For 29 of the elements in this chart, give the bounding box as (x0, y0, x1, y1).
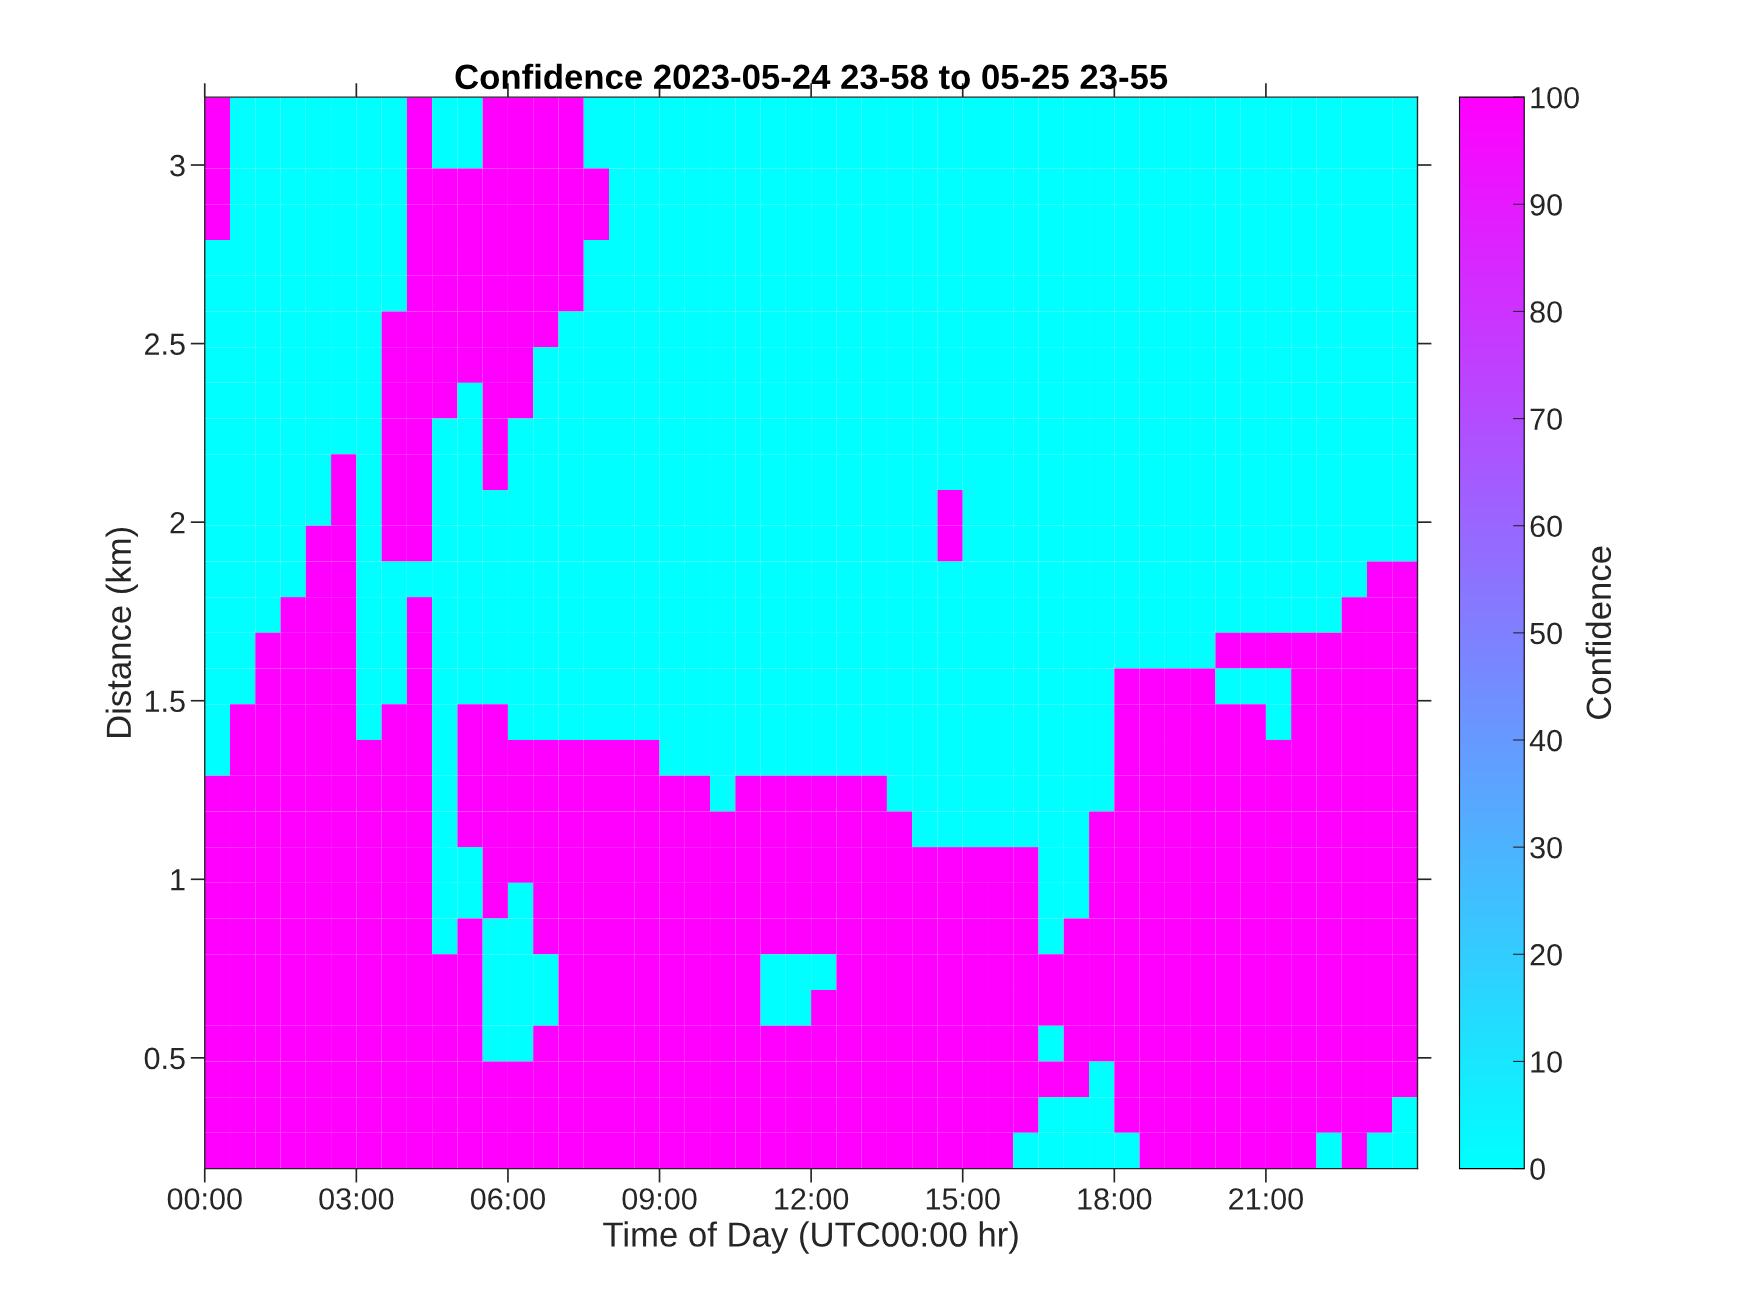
x-tick-label: 09:00 (622, 1188, 697, 1210)
x-tick-label: 00:00 (167, 1188, 242, 1210)
y-tick-label: 1 (171, 869, 185, 891)
y-tick-label: 2 (170, 511, 185, 534)
y-tick-label: 2.5 (145, 333, 185, 355)
color-bar-label: 20 (1530, 944, 1562, 966)
color-bar-label: 50 (1530, 622, 1562, 645)
chart-title: Confidence 2023-05-24 23-58 to 05-25 23-55 (455, 63, 1168, 90)
color-bar-label: 0 (1530, 1158, 1545, 1180)
x-tick-label: 06:00 (470, 1188, 545, 1210)
x-tick-label: 15:00 (926, 1188, 1000, 1210)
color-bar-title: Confidence (1585, 546, 1612, 719)
color-bar-label: 70 (1530, 408, 1562, 430)
y-tick-label: 1.5 (145, 690, 185, 713)
y-tick-label: 0.5 (144, 1047, 185, 1070)
x-tick-label: 21:00 (1229, 1188, 1303, 1210)
color-bar-label: 30 (1530, 836, 1562, 859)
x-tick-label: 03:00 (319, 1188, 394, 1210)
color-bar-label: 100 (1531, 86, 1579, 109)
color-bar-label: 60 (1530, 515, 1562, 538)
color-bar-label: 90 (1530, 194, 1562, 216)
y-axis-title: Distance (km) (105, 527, 138, 738)
x-tick-label: 18:00 (1078, 1188, 1152, 1210)
y-tick-label: 3 (170, 154, 185, 177)
color-bar-label: 10 (1531, 1051, 1562, 1073)
color-bar-label: 80 (1530, 301, 1562, 323)
color-bar-label: 40 (1529, 729, 1562, 752)
x-tick-label: 12:00 (775, 1188, 849, 1210)
x-axis-title: Time of Day (UTC00:00 hr) (603, 1221, 1018, 1254)
